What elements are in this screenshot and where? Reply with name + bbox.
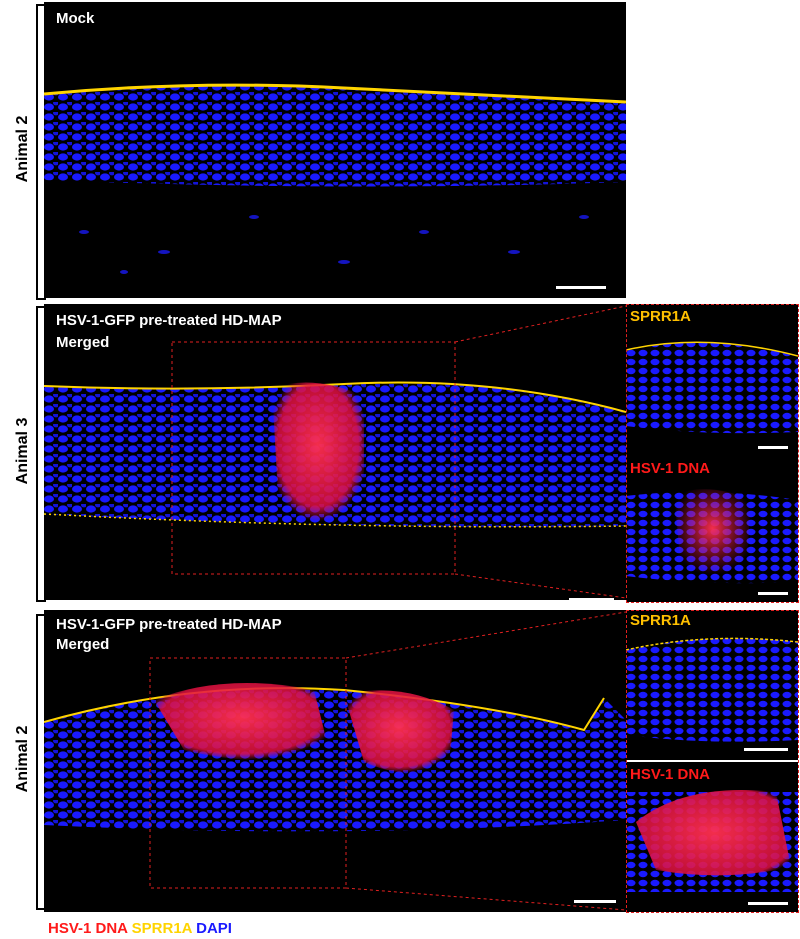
row1-side-label: Animal 2 xyxy=(14,115,31,183)
animal2-hsv-image xyxy=(626,790,798,892)
animal2-sprr1a-label: SPRR1A xyxy=(630,612,691,629)
animal3-hsv-label: HSV-1 DNA xyxy=(630,460,711,477)
row3-bracket xyxy=(36,614,46,910)
row3-side-label: Animal 2 xyxy=(14,725,31,793)
animal2-merged-panel: HSV-1-GFP pre-treated HD-MAP Merged xyxy=(44,610,626,912)
animal3-sprr1a-label: SPRR1A xyxy=(630,308,691,325)
legend-hsv: HSV-1 DNA xyxy=(48,920,128,937)
animal3-hsv-inset: HSV-1 DNA xyxy=(626,456,798,602)
animal3-title: HSV-1-GFP pre-treated HD-MAP xyxy=(56,312,282,329)
scale-bar xyxy=(744,748,788,751)
animal2-subtitle: Merged xyxy=(56,636,110,653)
animal3-merged-image xyxy=(44,305,626,599)
scale-bar xyxy=(574,900,616,903)
animal2-title: HSV-1-GFP pre-treated HD-MAP xyxy=(56,616,282,633)
animal2-sprr1a-image xyxy=(626,637,798,742)
animal3-subtitle: Merged xyxy=(56,334,110,351)
scale-bar xyxy=(569,598,614,600)
animal3-sprr1a-image xyxy=(626,341,798,434)
channel-legend: HSV-1 DNA SPRR1A DAPI xyxy=(48,920,232,937)
row1-bracket xyxy=(36,4,46,300)
scale-bar xyxy=(748,902,788,905)
mock-tissue-image xyxy=(44,83,626,274)
animal2-hsv-label: HSV-1 DNA xyxy=(630,766,711,783)
scale-bar xyxy=(758,592,788,595)
row2-side-label: Animal 3 xyxy=(14,417,31,485)
animal2-merged-image xyxy=(44,611,626,911)
legend-sprr1a: SPRR1A xyxy=(131,920,192,937)
scale-bar xyxy=(758,446,788,449)
animal3-hsv-image xyxy=(626,489,798,584)
legend-dapi: DAPI xyxy=(196,920,232,937)
row2-bracket xyxy=(36,306,46,602)
animal3-merged-panel: HSV-1-GFP pre-treated HD-MAP Merged xyxy=(44,304,626,600)
scale-bar xyxy=(556,286,606,289)
animal3-sprr1a-inset: SPRR1A xyxy=(626,304,798,456)
animal2-hsv-inset: HSV-1 DNA xyxy=(626,762,798,912)
mock-title: Mock xyxy=(56,10,95,27)
animal2-sprr1a-inset: SPRR1A xyxy=(626,610,798,760)
mock-panel: Mock xyxy=(44,2,626,298)
